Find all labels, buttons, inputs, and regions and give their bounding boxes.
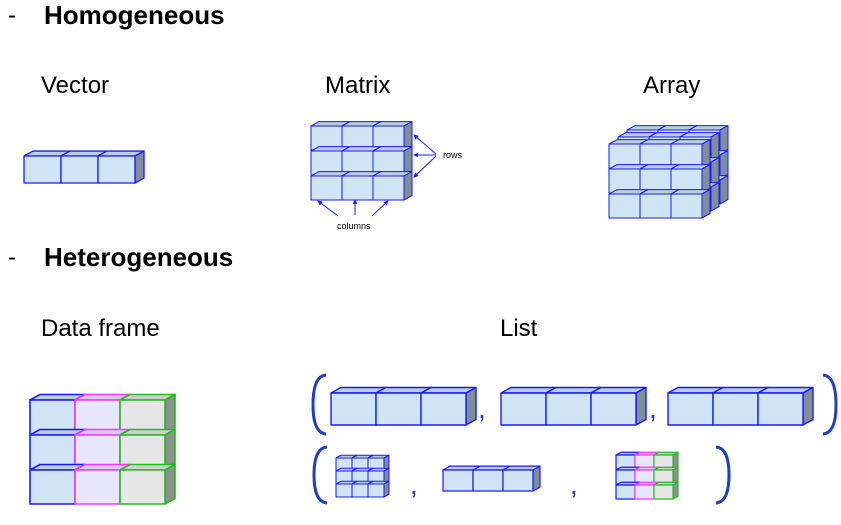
- rows-annotation: rows: [443, 150, 463, 160]
- list-separator-1: ,: [478, 393, 486, 424]
- heterogeneous-heading: Heterogeneous: [44, 242, 234, 272]
- cube: [420, 386, 477, 426]
- cube: [653, 466, 679, 485]
- list-brackets: [311, 373, 838, 505]
- cube: [670, 189, 711, 219]
- list-separator-4: ,: [570, 469, 578, 500]
- cube: [372, 121, 413, 151]
- vector-cubes: [23, 150, 145, 184]
- list-row-1: [330, 386, 814, 426]
- cube: [119, 393, 176, 435]
- cube: [119, 428, 176, 470]
- cube: [119, 463, 176, 505]
- data-frame-label: Data frame: [41, 315, 160, 342]
- cube: [372, 171, 413, 201]
- cube: [502, 465, 541, 492]
- cube: [670, 164, 711, 194]
- matrix-cubes: [310, 121, 413, 201]
- list-label: List: [500, 315, 538, 342]
- list-separator-3: ,: [410, 469, 418, 500]
- list-diagram: , , , ,: [311, 373, 838, 505]
- cube: [590, 386, 647, 426]
- cube: [372, 146, 413, 176]
- cube: [367, 480, 390, 498]
- array-label: Array: [643, 72, 701, 99]
- cube: [653, 451, 679, 470]
- matrix-label: Matrix: [325, 72, 391, 99]
- data-frame-cubes: [29, 393, 176, 505]
- homogeneous-dash: -: [8, 2, 16, 29]
- cube: [757, 386, 814, 426]
- columns-annotation: columns: [337, 221, 371, 231]
- vector-label: Vector: [41, 72, 110, 99]
- list-row-2: [335, 451, 679, 500]
- heterogeneous-dash: -: [8, 244, 16, 271]
- list-separator-2: ,: [649, 393, 657, 424]
- array-cubes: [608, 125, 729, 219]
- cube: [670, 139, 711, 169]
- matrix-arrows: [317, 134, 437, 217]
- cube: [97, 150, 145, 184]
- homogeneous-heading: Homogeneous: [44, 0, 225, 30]
- cube: [653, 481, 679, 500]
